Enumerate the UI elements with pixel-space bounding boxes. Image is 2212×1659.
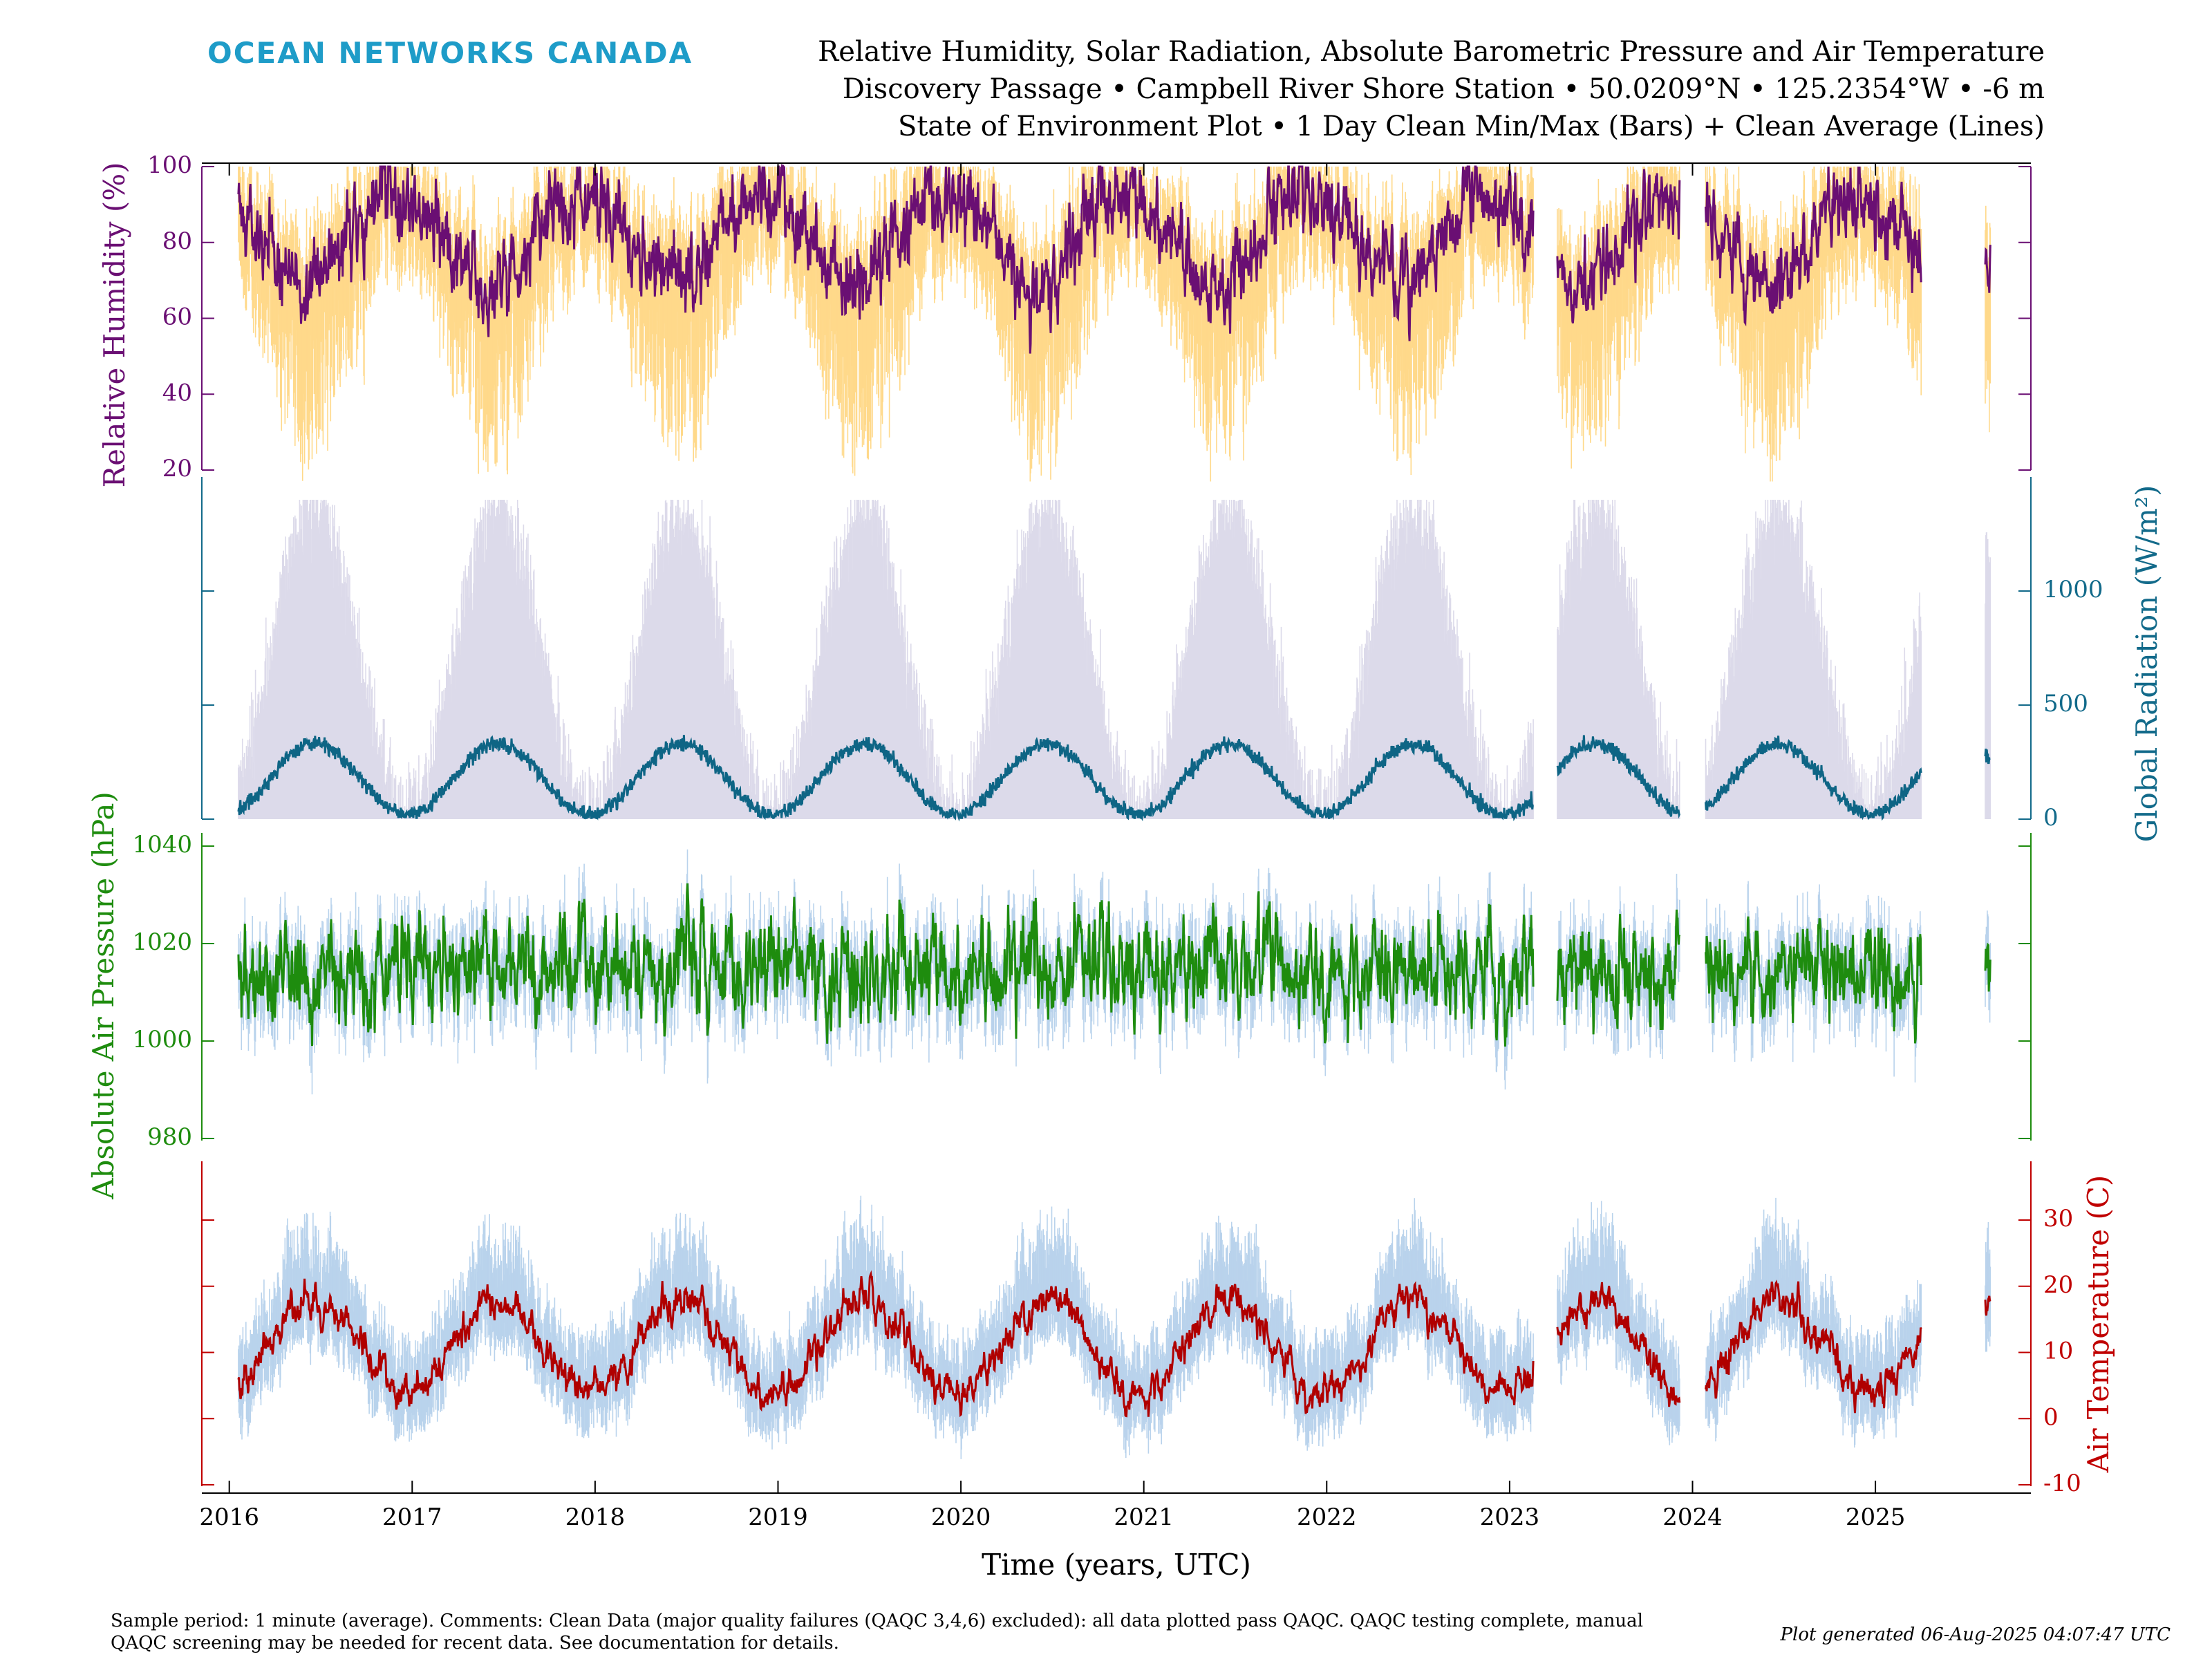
title-line-2: Discovery Passage • Campbell River Shore… (843, 73, 2045, 105)
humidity-minmax-bars (238, 167, 1991, 482)
brand-logo: OCEAN NETWORKS CANADA (207, 36, 693, 70)
radiation-minmax-bars (238, 500, 1991, 819)
title-line-3: State of Environment Plot • 1 Day Clean … (898, 111, 2045, 142)
title-line-1: Relative Humidity, Solar Radiation, Abso… (818, 36, 2045, 68)
